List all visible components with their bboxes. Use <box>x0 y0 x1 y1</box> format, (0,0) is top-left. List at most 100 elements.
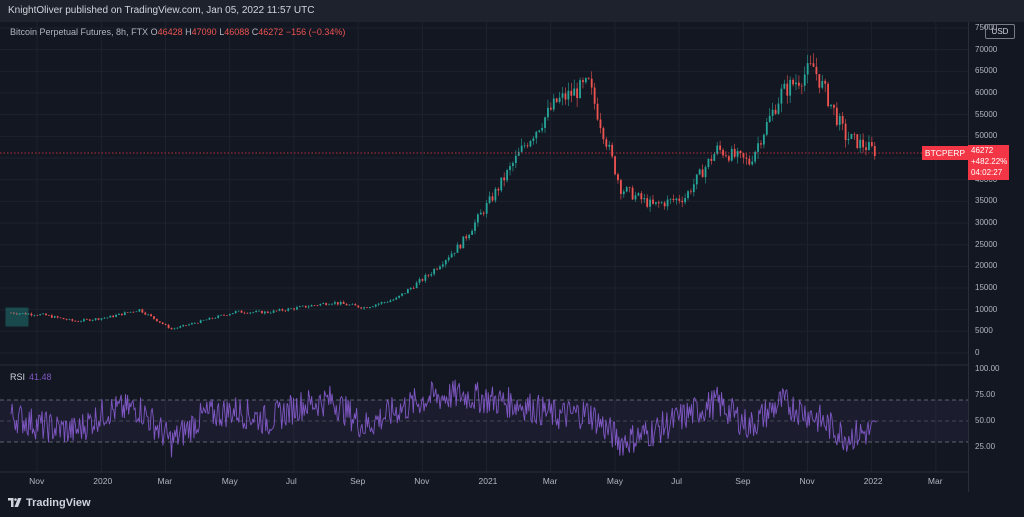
rsi-value: 41.48 <box>29 372 52 382</box>
candle-body <box>552 98 555 110</box>
candle-body <box>500 177 503 191</box>
candle-body <box>488 196 491 204</box>
candle-body <box>301 305 304 307</box>
candle-body <box>170 328 173 330</box>
candle-body <box>322 303 325 304</box>
candle-body <box>208 317 211 320</box>
candle-body <box>768 115 771 123</box>
rsi-tick-label: 50.00 <box>975 416 996 425</box>
price-tick-label: 50000 <box>975 131 998 141</box>
candle-body <box>316 305 319 306</box>
candle-body <box>789 79 792 96</box>
candle-body <box>234 311 237 314</box>
candle-body <box>24 313 27 315</box>
candle-body <box>427 275 430 276</box>
candle-body <box>304 305 307 308</box>
candle-body <box>663 202 666 207</box>
price-tick-label: 25000 <box>975 239 998 249</box>
candle-body <box>191 323 193 325</box>
candle-body <box>243 312 246 314</box>
candle-body <box>803 74 806 86</box>
candle-body <box>269 312 272 314</box>
candle-body <box>520 145 523 152</box>
candle-body <box>742 153 745 158</box>
candle-body <box>310 305 313 307</box>
tradingview-logo[interactable]: TradingView <box>8 497 91 509</box>
candle-body <box>765 122 768 135</box>
candle-body <box>386 302 389 303</box>
candle-body <box>354 304 357 306</box>
rsi-label: RSI <box>10 372 26 382</box>
candle-body <box>602 128 605 140</box>
candle-body <box>593 87 596 104</box>
candle-body <box>252 312 255 313</box>
candle-body <box>150 314 152 317</box>
change-value: −156 (−0.34%) <box>285 27 346 37</box>
candle-body <box>401 293 403 296</box>
symbol-name: Bitcoin Perpetual Futures, 8h, FTX <box>10 27 149 37</box>
chart-area[interactable]: Nov 2020 Mar May Jul Sep Nov 2021 Mar May Jul Sep No… <box>0 22 968 492</box>
candle-body <box>144 312 147 315</box>
candle-body <box>123 312 126 316</box>
candle-body <box>307 306 310 308</box>
candle-body <box>762 134 765 145</box>
publisher-bar: KnightOliver published on TradingView.co… <box>0 0 1024 22</box>
candle-body <box>564 93 567 100</box>
candle-body <box>249 312 252 314</box>
candle-body <box>628 187 631 188</box>
candle-body <box>196 322 199 324</box>
candle-body <box>100 318 103 320</box>
candle-body <box>439 266 441 270</box>
candle-body <box>185 325 187 326</box>
candle-body <box>529 141 532 147</box>
start-highlight <box>5 307 29 327</box>
candle-body <box>760 143 762 145</box>
candle-body <box>780 88 783 104</box>
candle-body <box>620 180 622 195</box>
candle-body <box>182 325 185 327</box>
price-axis[interactable]: 7500070000650006000055000500004500040000… <box>968 22 1024 492</box>
candle-body <box>786 83 789 96</box>
candle-body <box>153 316 155 319</box>
currency-badge[interactable]: USD <box>985 24 1015 39</box>
candle-body <box>371 306 374 308</box>
price-chart-svg[interactable]: Nov 2020 Mar May Jul Sep Nov 2021 Mar May Jul Sep No… <box>0 22 968 492</box>
time-axis-label: May <box>222 476 239 486</box>
candle-body <box>625 187 628 192</box>
candle-body <box>261 310 263 314</box>
candle-body <box>783 83 786 89</box>
candle-body <box>485 203 488 214</box>
candle-body <box>792 79 794 85</box>
candle-body <box>830 104 832 107</box>
candle-body <box>441 264 444 267</box>
candle-body <box>678 198 681 201</box>
price-tick-label: 35000 <box>975 196 998 206</box>
candle-body <box>850 134 853 139</box>
price-tick-label: 15000 <box>975 283 998 292</box>
candle-body <box>48 315 50 316</box>
candle-body <box>777 103 780 114</box>
candle-body <box>56 316 59 318</box>
candle-body <box>558 97 561 102</box>
candle-body <box>716 145 719 154</box>
candle-body <box>214 318 217 319</box>
candle-body <box>450 253 453 258</box>
last-price-change: +482.22% <box>971 157 1008 166</box>
price-tick-label: 55000 <box>975 109 998 119</box>
candle-body <box>281 309 284 311</box>
candle-body <box>30 313 33 316</box>
candle-body <box>339 302 342 305</box>
candle-body <box>161 322 164 324</box>
candle-body <box>587 78 590 79</box>
candle-body <box>494 188 497 201</box>
candle-body <box>833 104 835 108</box>
candle-body <box>156 318 158 322</box>
candle-body <box>421 279 424 281</box>
candle-body <box>453 252 456 254</box>
candle-body <box>544 117 546 128</box>
candle-body <box>115 314 117 317</box>
price-tick-label: 75000 <box>975 23 998 32</box>
high-label: H <box>185 27 192 37</box>
candle-body <box>263 311 266 314</box>
candle-body <box>812 63 815 67</box>
